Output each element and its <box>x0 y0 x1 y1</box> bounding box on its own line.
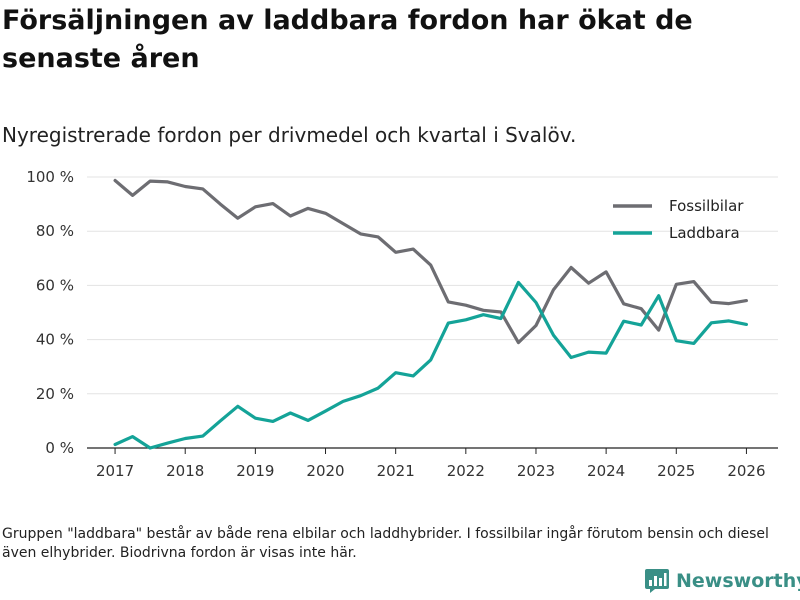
legend-label: Laddbara <box>669 224 740 242</box>
y-tick-label: 100 % <box>26 168 74 186</box>
series-line-fossilbilar <box>113 178 749 345</box>
line-chart: 0 % 20 % 40 % 60 % 80 % 100 % 2017 2018 2019 2020… <box>26 168 778 480</box>
x-tick-label: 2026 <box>727 462 765 480</box>
x-tick-label: 2019 <box>236 462 274 480</box>
y-tick-label: 80 % <box>36 222 74 240</box>
x-tick-label: 2023 <box>517 462 555 480</box>
footnote: Gruppen "laddbara" består av både rena e… <box>2 526 769 561</box>
legend-label: Fossilbilar <box>669 197 744 215</box>
y-tick-label: 40 % <box>36 331 74 349</box>
gridlines <box>87 176 778 395</box>
series-line-laddbara <box>113 280 749 450</box>
newsworthy-icon <box>645 569 669 593</box>
axes: 0 % 20 % 40 % 60 % 80 % 100 % 2017 2018 2019 2020… <box>26 168 778 480</box>
legend: Fossilbilar Laddbara <box>613 197 744 242</box>
chart-title: Försäljningen av laddbara fordon har öka… <box>2 5 693 74</box>
x-tick-label: 2025 <box>657 462 695 480</box>
x-tick-label: 2022 <box>447 462 485 480</box>
chart-subtitle: Nyregistrerade fordon per drivmedel och … <box>2 123 577 147</box>
newsworthy-logo: Newsworthy <box>644 568 800 594</box>
series-lines <box>113 178 749 450</box>
y-tick-label: 60 % <box>36 276 74 294</box>
x-tick-label: 2020 <box>306 462 344 480</box>
x-tick-label: 2017 <box>96 462 134 480</box>
x-tick-label: 2021 <box>377 462 415 480</box>
y-tick-label: 20 % <box>36 385 74 403</box>
x-tick-label: 2018 <box>166 462 204 480</box>
y-tick-label: 0 % <box>45 439 74 457</box>
brand-name: Newsworthy <box>676 570 800 592</box>
x-tick-label: 2024 <box>587 462 625 480</box>
